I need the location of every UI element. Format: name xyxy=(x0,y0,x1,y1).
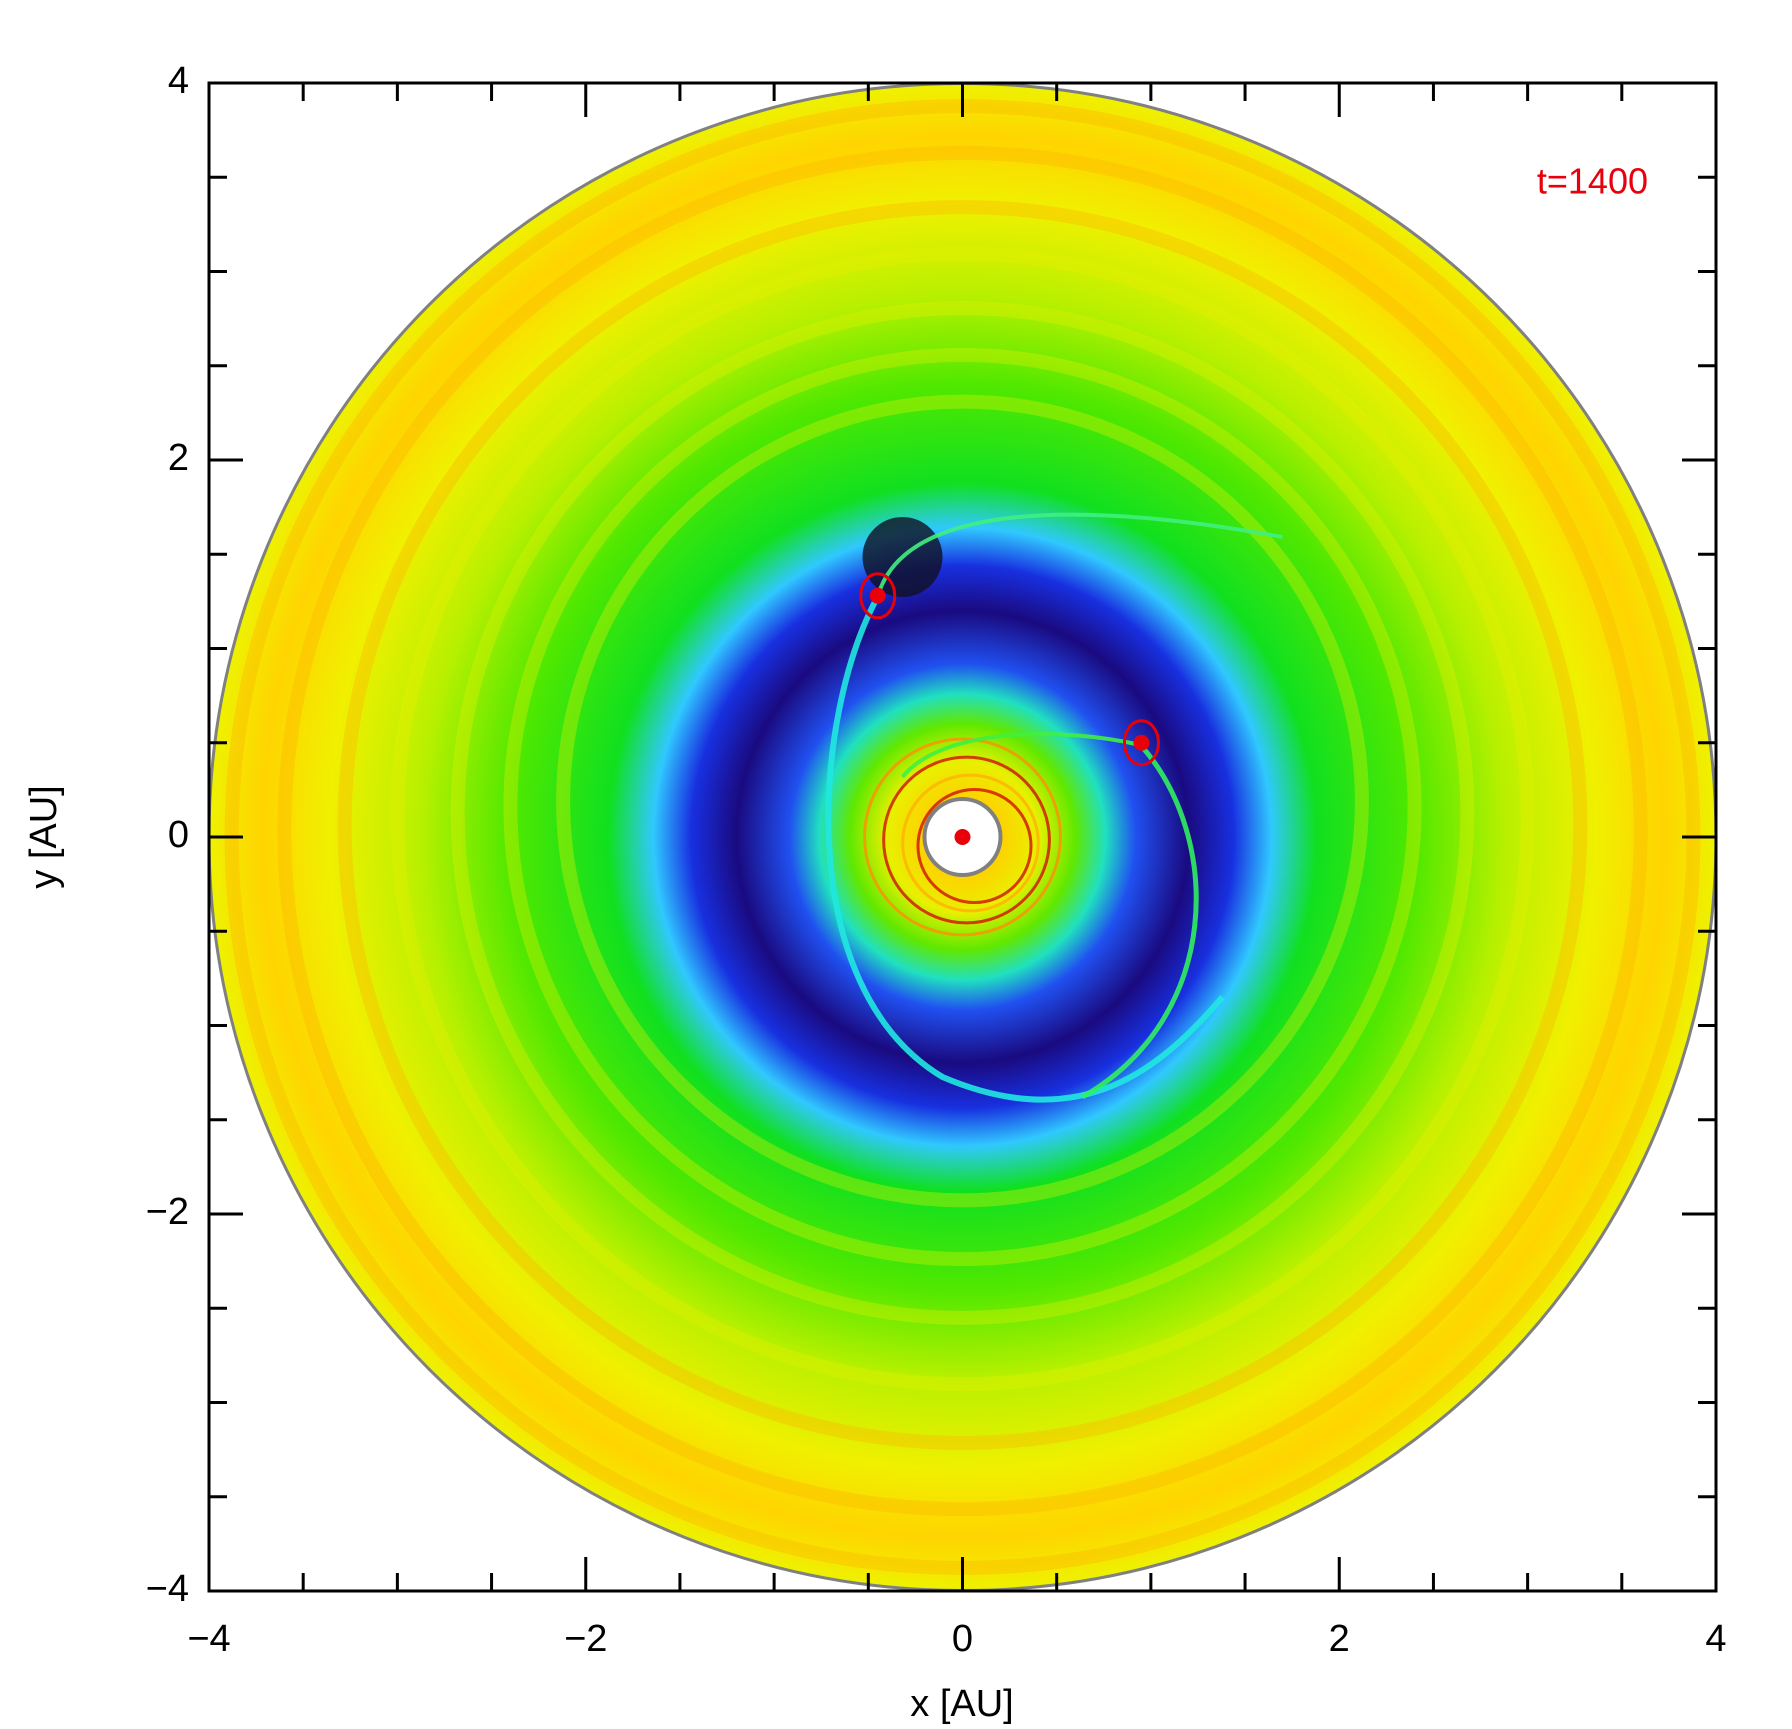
y-tick-label: 0 xyxy=(168,814,189,856)
inner-ring xyxy=(916,787,1033,905)
y-tick-label: −2 xyxy=(146,1191,189,1233)
y-tick-label: 2 xyxy=(168,437,189,479)
y-axis-label: y [AU] xyxy=(23,785,65,888)
density-ring xyxy=(450,301,1475,1325)
x-tick-label: 0 xyxy=(952,1618,973,1660)
density-ring xyxy=(337,200,1588,1450)
inner-ring xyxy=(882,755,1051,925)
density-ring xyxy=(277,145,1648,1517)
inner-ring xyxy=(863,737,1062,937)
point xyxy=(954,829,971,845)
spiral-arm xyxy=(900,732,1141,779)
spiral-arm xyxy=(825,595,1225,1103)
density-ring xyxy=(390,246,1535,1392)
spiral-arm xyxy=(875,512,1283,598)
annotation: t=1400 xyxy=(1537,161,1648,202)
planet-contour xyxy=(1122,719,1160,767)
x-tick-label: −4 xyxy=(187,1618,230,1660)
x-axis-label: x [AU] xyxy=(910,1683,1013,1725)
spiral-arm xyxy=(1081,743,1199,1100)
y-tick-label: 4 xyxy=(168,60,189,102)
x-tick-label: 2 xyxy=(1329,1618,1350,1660)
axes: −4 −2 0 2 4 −4 −2 0 2 4 xyxy=(146,60,1727,1660)
planet-contour xyxy=(859,572,897,620)
y-tick-label: −4 xyxy=(146,1568,189,1610)
point xyxy=(1133,734,1150,751)
plot-frame xyxy=(207,81,1718,1593)
density-ring xyxy=(503,347,1422,1267)
x-tick-label: 4 xyxy=(1705,1618,1726,1660)
density-ring xyxy=(556,394,1369,1208)
inner-ring xyxy=(901,773,1040,913)
point xyxy=(869,587,886,604)
x-tick-label: −2 xyxy=(564,1618,607,1660)
